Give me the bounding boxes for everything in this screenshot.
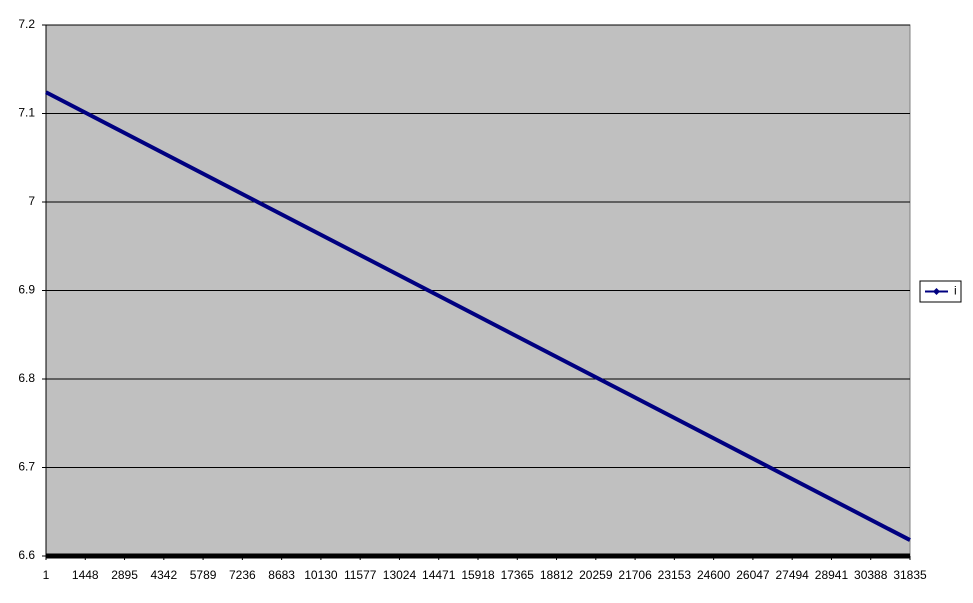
x-tick-label: 1448 (72, 568, 99, 582)
x-tick-label: 10130 (304, 568, 338, 582)
x-tick-label: 8683 (268, 568, 295, 582)
y-tick-label: 6.7 (18, 460, 35, 474)
x-tick-label: 23153 (658, 568, 692, 582)
y-tick-label: 6.8 (18, 371, 35, 385)
y-tick-label: 7 (28, 194, 35, 208)
y-tick-label: 7.1 (18, 106, 35, 120)
x-tick-label: 26047 (736, 568, 770, 582)
x-tick-label: 1 (43, 568, 50, 582)
x-tick-label: 27494 (775, 568, 809, 582)
x-tick-label: 11577 (344, 568, 377, 582)
x-tick-label: 5789 (190, 568, 217, 582)
series-line (45, 90, 911, 542)
x-tick-label: 4342 (150, 568, 177, 582)
x-tick-label: 20259 (579, 568, 613, 582)
y-tick-label: 7.2 (18, 17, 35, 31)
y-tick-label: 6.6 (18, 548, 35, 562)
x-tick-label: 30388 (854, 568, 888, 582)
legend-label: i (954, 284, 957, 298)
x-tick-label: 21706 (618, 568, 652, 582)
x-tick-label: 17365 (501, 568, 535, 582)
x-tick-label: 31835 (893, 568, 927, 582)
x-tick-label: 7236 (229, 568, 256, 582)
x-tick-label: 2895 (111, 568, 138, 582)
x-tick-label: 24600 (697, 568, 731, 582)
x-tick-label: 15918 (461, 568, 495, 582)
legend-marker (933, 288, 940, 295)
x-tick-label: 13024 (383, 568, 417, 582)
x-tick-label: 18812 (540, 568, 574, 582)
y-tick-label: 6.9 (18, 283, 35, 297)
x-tick-label: 28941 (815, 568, 849, 582)
x-tick-label: 14471 (422, 568, 456, 582)
